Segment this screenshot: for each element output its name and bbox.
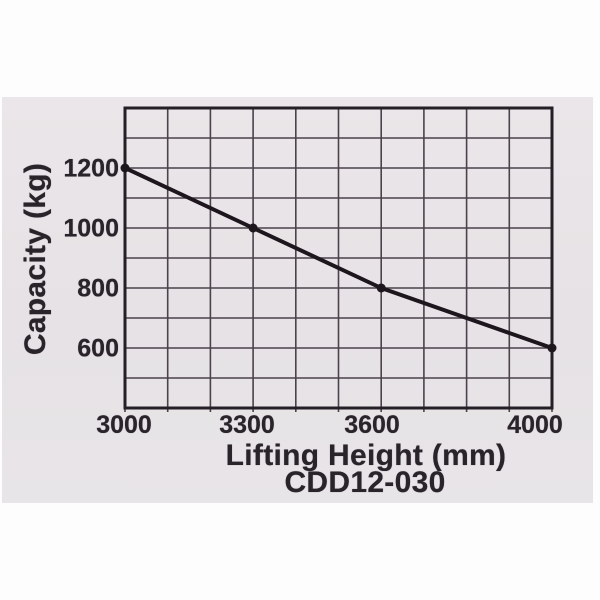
y-tick-label: 800	[77, 274, 119, 303]
x-axis-title: Lifting Height (mm)	[225, 439, 507, 472]
x-tick-label: 4000	[507, 411, 563, 439]
y-tick-label: 1000	[63, 214, 119, 243]
model-code-label: CDD12-030	[284, 466, 446, 499]
y-tick-label: 600	[77, 334, 119, 363]
x-tick-label: 3000	[96, 411, 152, 439]
y-axis-title: Capacity (kg)	[19, 162, 52, 356]
data-point-marker	[248, 223, 258, 233]
y-tick-label: 1200	[63, 154, 119, 183]
x-tick-label: 3600	[344, 411, 400, 439]
data-point-marker	[376, 283, 386, 293]
plot-border	[123, 106, 554, 410]
capacity-chart-label	[2, 97, 593, 503]
x-tick-label: 3300	[219, 411, 275, 439]
data-point-marker	[547, 343, 557, 353]
capacity-series-line	[123, 166, 554, 350]
data-point-marker	[120, 163, 130, 173]
